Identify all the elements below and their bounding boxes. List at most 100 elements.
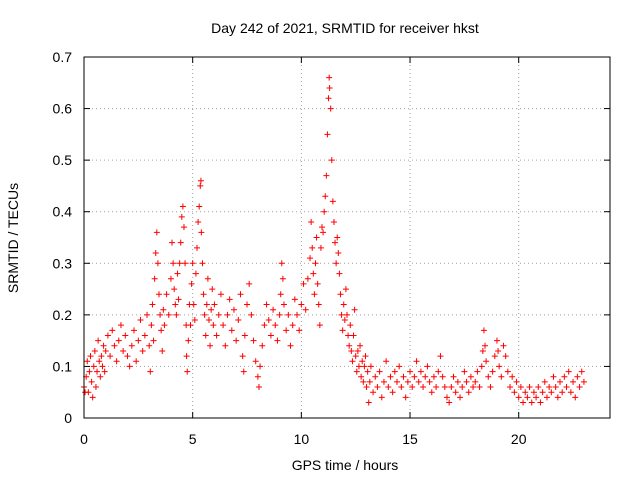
data-point [309,244,316,251]
data-point [548,389,555,396]
data-point [133,358,140,365]
data-point [159,347,166,354]
data-point [513,378,520,385]
data-point [504,368,511,375]
data-point [404,378,411,385]
data-point [446,399,453,406]
data-point [148,322,155,329]
data-point [152,249,159,256]
data-point [325,95,332,102]
data-point [179,203,186,210]
data-point [491,353,498,360]
data-point [89,394,96,401]
data-point [323,172,330,179]
data-point [520,399,527,406]
x-tick-label: 5 [189,431,197,447]
data-point [360,378,367,385]
data-point [574,373,581,380]
data-point [479,347,486,354]
data-point [283,327,290,334]
data-point [196,203,203,210]
data-point [222,342,229,349]
data-point [398,384,405,391]
data-point [524,394,531,401]
data-point [91,347,98,354]
data-point [174,270,181,277]
data-point [187,322,194,329]
data-point [467,373,474,380]
data-point [141,332,148,339]
data-point [259,342,266,349]
data-point [383,358,390,365]
data-point [92,384,99,391]
y-tick-label: 0 [64,410,72,426]
data-point [88,378,95,385]
data-point [336,270,343,277]
data-point [329,198,336,205]
data-points [81,74,587,406]
data-point [363,384,370,391]
data-point [94,368,101,375]
data-point [117,322,124,329]
data-point [493,337,500,344]
data-point [389,389,396,396]
data-point [346,342,353,349]
data-point [177,239,184,246]
data-point [153,229,160,236]
data-point [413,358,420,365]
data-point [337,291,344,298]
data-point [482,342,489,349]
data-point [321,208,328,215]
data-point [533,394,540,401]
data-point [146,342,153,349]
data-point [308,219,315,226]
data-point [102,347,109,354]
data-point [157,311,164,318]
y-tick-label: 0.2 [53,307,73,323]
data-point [184,368,191,375]
data-point [335,249,342,256]
data-point [210,322,217,329]
data-point [557,378,564,385]
data-point [437,353,444,360]
data-point [130,327,137,334]
data-point [355,363,362,370]
data-point [361,363,368,370]
data-point [552,384,559,391]
x-tick-label: 15 [402,431,418,447]
data-point [289,322,296,329]
data-point [341,317,348,324]
data-point [450,373,457,380]
data-point [310,270,317,277]
data-point [261,322,268,329]
data-point [176,260,183,267]
data-point [415,378,422,385]
data-point [296,327,303,334]
data-point [191,317,198,324]
data-point [312,260,319,267]
data-point [380,378,387,385]
data-point [220,322,227,329]
data-point [170,260,177,267]
data-point [385,384,392,391]
data-point [315,301,322,308]
data-point [476,384,483,391]
data-point [311,291,318,298]
data-point [359,358,366,365]
y-tick-label: 0.3 [53,255,73,271]
data-point [161,322,168,329]
data-point [428,389,435,396]
data-point [517,384,524,391]
data-point [150,337,157,344]
data-point [370,389,377,396]
y-tick-label: 0.5 [53,152,73,168]
data-point [443,394,450,401]
data-point [147,368,154,375]
data-point [472,378,479,385]
data-point [226,296,233,303]
data-point [240,368,247,375]
data-point [463,378,470,385]
data-point [217,291,224,298]
data-point [128,342,135,349]
data-point [489,368,496,375]
